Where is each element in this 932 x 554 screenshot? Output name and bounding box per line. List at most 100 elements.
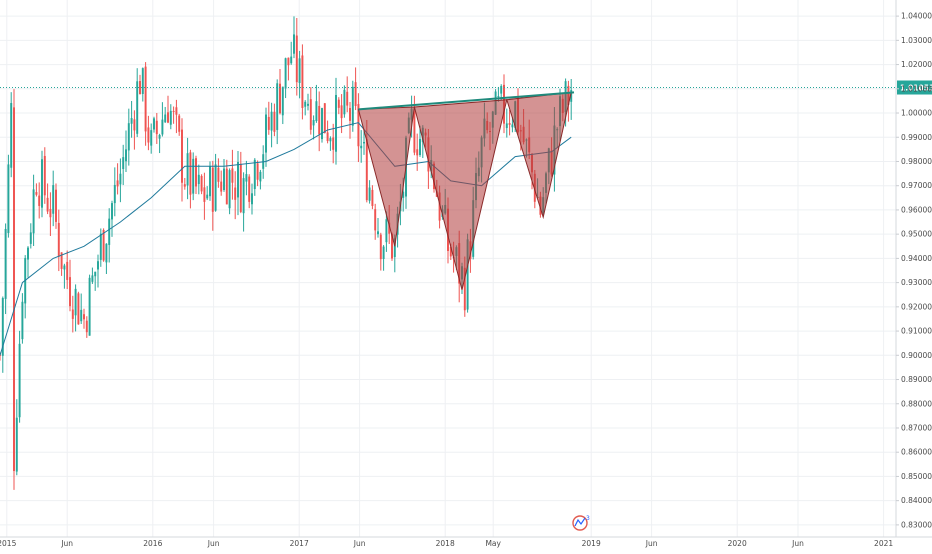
logo-icon[interactable]: 3 xyxy=(572,515,590,531)
y-tick-label: 0.92000 xyxy=(901,302,932,311)
candle-body xyxy=(259,171,262,182)
candle-body xyxy=(237,161,239,198)
candle-body xyxy=(371,189,374,206)
pattern-triangle xyxy=(357,106,415,247)
x-tick-label: 2017 xyxy=(290,539,309,548)
candle-body xyxy=(225,168,228,205)
candle-body xyxy=(133,119,136,131)
candle-body xyxy=(186,153,189,186)
time-axis[interactable]: 2015 Jun 2016 Jun 2017 Jun 2018 May 2019 Jun 2020 J… xyxy=(0,536,932,548)
candle-body xyxy=(119,173,122,185)
candle-body xyxy=(181,129,183,183)
candle-body xyxy=(183,184,186,187)
candle-body xyxy=(265,114,267,153)
candle-body xyxy=(32,189,35,234)
candle-body xyxy=(223,168,225,191)
candle-body xyxy=(206,194,209,199)
candle-body xyxy=(231,168,234,183)
candle-body xyxy=(351,86,354,126)
x-tick-label: Jun xyxy=(353,539,366,548)
candle-body xyxy=(438,192,441,221)
candle-body xyxy=(18,343,21,418)
candle-body xyxy=(125,149,127,162)
last-price-line: 1.01053 xyxy=(0,80,932,95)
x-tick-label: Jun xyxy=(645,539,658,548)
candle-body xyxy=(402,191,405,198)
candle-body xyxy=(175,107,178,115)
candle-body xyxy=(267,116,270,130)
candle-body xyxy=(43,155,46,196)
candle-body xyxy=(318,105,321,135)
candle-body xyxy=(83,314,85,320)
candle-body xyxy=(10,103,13,168)
candle-body xyxy=(374,209,377,231)
candle-body xyxy=(228,170,231,209)
candle-body xyxy=(419,138,421,155)
x-tick-label: 2015 xyxy=(0,539,17,548)
candle-body xyxy=(97,261,99,270)
candle-body xyxy=(379,234,382,260)
candle-body xyxy=(323,103,326,134)
candle-body xyxy=(1,298,4,356)
candle-body xyxy=(354,82,357,107)
candle-body xyxy=(284,58,287,89)
x-tick-label: Jun xyxy=(791,539,804,548)
candle-body xyxy=(108,218,111,245)
pattern-triangle xyxy=(413,99,508,291)
candle-body xyxy=(211,167,214,212)
candle-body xyxy=(329,138,332,142)
candle-body xyxy=(273,111,276,132)
candle-body xyxy=(153,118,155,130)
candle-body xyxy=(304,101,307,107)
candle-body xyxy=(365,139,368,201)
candle-body xyxy=(57,222,60,257)
candle-body xyxy=(360,145,363,149)
candle-body xyxy=(500,86,503,94)
candle-body xyxy=(189,152,192,195)
candle-body xyxy=(466,239,469,310)
candle-body xyxy=(287,57,290,66)
candle-body xyxy=(388,222,391,234)
candle-body xyxy=(301,55,304,108)
candle-body xyxy=(150,130,153,146)
candle-body xyxy=(256,163,259,180)
price-axis[interactable]: 0.83000 0.84000 0.85000 0.86000 0.87000 0.880… xyxy=(895,0,932,537)
candle-body xyxy=(15,417,18,472)
candle-body xyxy=(167,112,169,123)
candle-body xyxy=(38,195,41,206)
candle-body xyxy=(91,275,94,282)
y-tick-label: 1.03000 xyxy=(901,36,932,45)
x-tick-label: 2018 xyxy=(436,539,455,548)
y-tick-label: 0.88000 xyxy=(901,399,932,408)
candle-body xyxy=(200,175,203,192)
candle-body xyxy=(55,189,57,222)
y-tick-label: 0.90000 xyxy=(901,351,932,360)
candle-body xyxy=(169,110,172,125)
candle-body xyxy=(385,219,388,243)
candle-body xyxy=(13,107,15,472)
candle-body xyxy=(309,99,312,130)
y-tick-label: 1.04000 xyxy=(901,12,932,21)
candle-body xyxy=(214,164,217,211)
candle-body xyxy=(449,246,452,257)
candle-body xyxy=(251,193,253,205)
candle-body xyxy=(111,203,113,220)
x-tick-label: 2016 xyxy=(143,539,162,548)
candle-body xyxy=(393,238,396,258)
candle-body xyxy=(363,141,365,144)
x-tick-label: 2021 xyxy=(874,539,893,548)
pattern-triangle xyxy=(506,91,572,220)
y-tick-label: 0.83000 xyxy=(901,520,932,529)
x-tick-label: Jun xyxy=(207,539,220,548)
candle-body xyxy=(158,134,161,139)
candle-body xyxy=(253,159,256,190)
last-price-label: 1.01053 xyxy=(900,84,932,93)
candle-body xyxy=(144,66,147,132)
neckline xyxy=(358,91,575,111)
pattern-drawing xyxy=(357,91,575,291)
candle-body xyxy=(122,157,125,169)
candle-body xyxy=(105,243,108,263)
candle-body xyxy=(195,158,197,187)
y-tick-label: 0.91000 xyxy=(901,327,932,336)
